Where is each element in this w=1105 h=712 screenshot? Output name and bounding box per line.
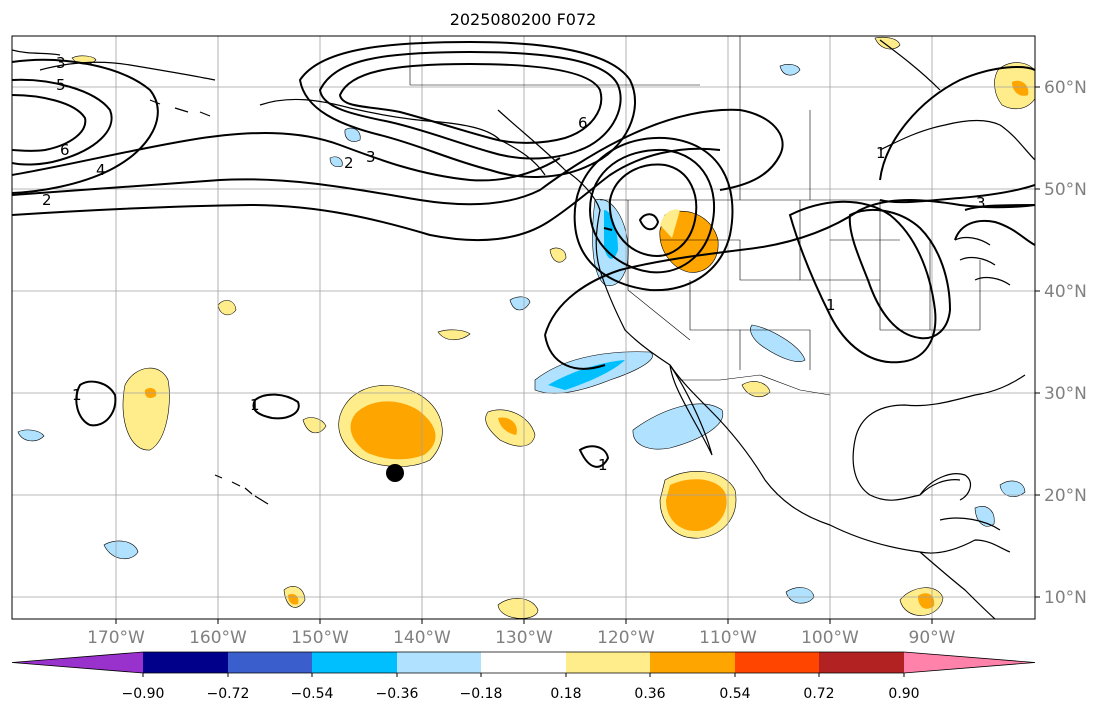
contour-label: 4 — [96, 161, 106, 179]
colorbar-tick-label: −0.18 — [460, 686, 503, 702]
contour-label: 6 — [578, 114, 588, 132]
lon-label: 90°W — [909, 628, 956, 648]
graticule — [12, 36, 1035, 619]
colorbar-extension-min — [12, 652, 143, 673]
lon-label: 150°W — [291, 628, 349, 648]
colorbar-tick-label: −0.54 — [291, 686, 334, 702]
colorbar-tick-label: 0.72 — [803, 686, 834, 702]
colorbar-segment — [650, 652, 735, 673]
colorbar: −0.90 −0.72 −0.54 −0.36 −0.18 0.18 0.36 0.54 0.7… — [11, 651, 1036, 702]
lon-label: 140°W — [393, 628, 451, 648]
contour-label: 3 — [56, 54, 66, 72]
contour-labels: 3 5 6 4 2 2 3 6 1 3 1 1 1 1 — [42, 54, 986, 474]
contour-label: 3 — [976, 194, 986, 212]
colorbar-tick-label: 0.18 — [550, 686, 581, 702]
map-area — [12, 36, 1035, 619]
lon-label: 110°W — [699, 628, 757, 648]
contour-label: 1 — [72, 386, 82, 404]
colorbar-segment — [481, 652, 566, 673]
storm-position-dot — [386, 464, 404, 482]
longitude-labels: 170°W 160°W 150°W 140°W 130°W 120°W 110°… — [87, 628, 956, 648]
contour-label: 1 — [826, 296, 836, 314]
lat-label: 40°N — [1044, 282, 1087, 302]
colorbar-segment — [566, 652, 650, 673]
map-title: 2025080200 F072 — [449, 10, 597, 29]
colorbar-segment — [143, 652, 228, 673]
colorbar-segment — [735, 652, 819, 673]
lon-label: 160°W — [189, 628, 247, 648]
contour-label: 3 — [366, 148, 376, 166]
colorbar-segment — [312, 652, 397, 673]
colorbar-tick-label: −0.72 — [207, 686, 250, 702]
lat-label: 30°N — [1044, 384, 1087, 404]
contour-label: 2 — [344, 154, 354, 172]
shaded-anomalies — [17, 36, 1035, 619]
colorbar-tick-label: −0.36 — [376, 686, 419, 702]
lat-label: 60°N — [1044, 78, 1087, 98]
lat-label: 50°N — [1044, 180, 1087, 200]
contour-label: 5 — [56, 76, 66, 94]
colorbar-segment — [228, 652, 312, 673]
contour-label: 1 — [250, 396, 260, 414]
contour-label: 2 — [42, 191, 52, 209]
colorbar-segment — [397, 652, 481, 673]
contour-label: 1 — [876, 144, 886, 162]
lon-label: 100°W — [801, 628, 859, 648]
lon-label: 130°W — [495, 628, 553, 648]
lon-label: 120°W — [597, 628, 655, 648]
axis-ticks — [115, 86, 1040, 624]
latitude-labels: 60°N 50°N 40°N 30°N 20°N 10°N — [1044, 78, 1087, 608]
contour-lines — [12, 40, 1035, 468]
colorbar-tick-label: 0.36 — [634, 686, 665, 702]
lat-label: 20°N — [1044, 486, 1087, 506]
colorbar-tick-label: 0.54 — [719, 686, 750, 702]
colorbar-tick-label: −0.90 — [122, 686, 165, 702]
colorbar-tick-label: 0.90 — [888, 686, 919, 702]
contour-label: 1 — [598, 456, 608, 474]
contour-label: 6 — [60, 141, 70, 159]
lat-label: 10°N — [1044, 588, 1087, 608]
colorbar-segment — [819, 652, 904, 673]
colorbar-extension-max — [904, 652, 1035, 673]
lon-label: 170°W — [87, 628, 145, 648]
